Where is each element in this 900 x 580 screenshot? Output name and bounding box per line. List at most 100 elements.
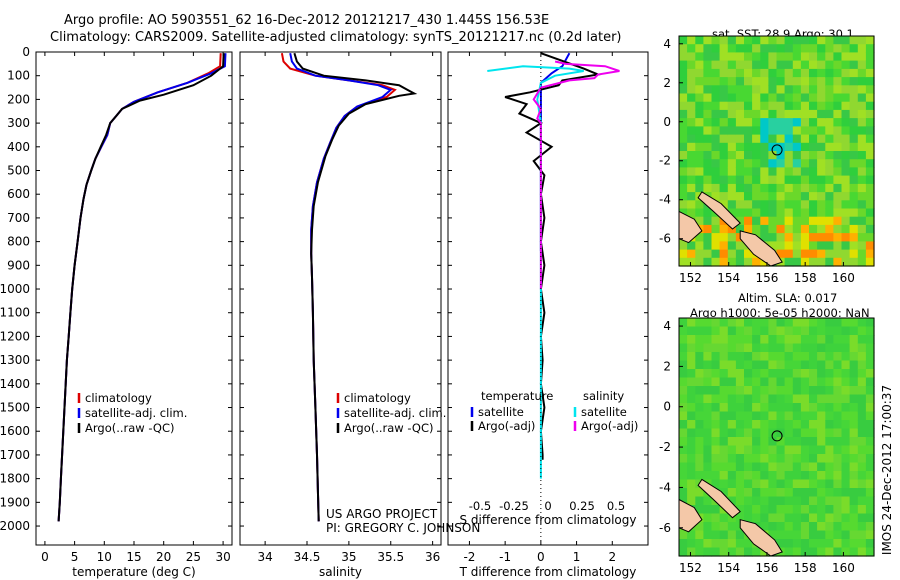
map-cell: [800, 175, 810, 185]
map-cell: [792, 68, 802, 78]
map-cell: [703, 167, 713, 177]
map-cell: [752, 118, 761, 127]
map-cell: [865, 411, 875, 421]
map-cell: [800, 522, 810, 532]
map-cell: [841, 505, 851, 515]
map-cell: [719, 318, 729, 328]
map-cell: [792, 530, 802, 540]
map-cell: [833, 547, 843, 557]
map-cell: [857, 175, 867, 185]
map-cell: [768, 233, 778, 242]
map-cell: [792, 360, 802, 370]
map-cell: [687, 142, 696, 152]
map-y-tick-label: 4: [663, 319, 671, 333]
map-cell: [711, 167, 721, 177]
map-cell: [744, 462, 753, 472]
map-cell: [719, 539, 729, 549]
map-cell: [865, 505, 875, 515]
map-cell: [735, 52, 745, 62]
map-cell: [865, 249, 875, 259]
map-cell: [865, 192, 875, 201]
map-cell: [841, 44, 851, 53]
map-cell: [711, 335, 721, 345]
map-cell: [760, 352, 769, 362]
map-cell: [865, 257, 875, 267]
map-cell: [744, 257, 753, 267]
map-cell: [695, 462, 704, 472]
map-cell: [695, 249, 704, 259]
map-cell: [776, 52, 786, 62]
x-tick-label-s-diff: 0.25: [569, 499, 595, 513]
map-cell: [727, 428, 737, 438]
map-cell: [768, 505, 778, 515]
map-cell: [857, 318, 867, 328]
map-cell: [695, 326, 704, 336]
map-cell: [841, 159, 851, 168]
map-cell: [719, 126, 729, 136]
map-cell: [752, 192, 761, 201]
map-cell: [825, 134, 834, 144]
map-cell: [695, 241, 704, 251]
map-cell: [800, 200, 810, 210]
map-cell: [776, 505, 786, 515]
map-cell: [744, 394, 753, 404]
map-cell: [735, 539, 745, 549]
map-x-tick-label: 158: [794, 271, 817, 285]
map-cell: [752, 547, 761, 557]
x-tick-label-salinity: 35: [341, 550, 356, 564]
map-cell: [817, 93, 826, 103]
map-cell: [679, 377, 688, 387]
map-cell: [735, 68, 745, 78]
map-cell: [760, 462, 769, 472]
map-cell: [711, 257, 721, 267]
map-cell: [679, 318, 688, 328]
map-cell: [784, 52, 794, 62]
map-cell: [727, 208, 737, 218]
map-cell: [727, 109, 737, 119]
map-cell: [679, 44, 688, 53]
map-cell: [800, 326, 810, 336]
map-cell: [687, 437, 696, 447]
map-cell: [809, 159, 818, 168]
map-cell: [735, 513, 745, 523]
map-cell: [817, 547, 826, 557]
map-cell: [679, 109, 688, 119]
map-cell: [744, 360, 753, 370]
map-cell: [703, 224, 713, 234]
map-cell: [703, 175, 713, 185]
map-cell: [784, 386, 794, 396]
map-cell: [865, 454, 875, 464]
map-cell: [849, 462, 859, 472]
map-cell: [784, 454, 794, 464]
map-cell: [776, 167, 786, 177]
map-cell: [760, 343, 769, 353]
map-cell: [752, 208, 761, 218]
map-cell: [825, 167, 834, 177]
map-cell: [833, 151, 843, 160]
map-cell: [760, 134, 769, 144]
map-cell: [768, 134, 778, 144]
map-cell: [792, 77, 802, 86]
map-cell: [833, 118, 843, 127]
map-cell: [711, 411, 721, 421]
map-cell: [784, 522, 794, 532]
map-cell: [711, 216, 721, 226]
map-cell: [841, 420, 851, 430]
map-cell: [849, 118, 859, 127]
series-line-temperature-1: [57, 53, 227, 522]
map-cell: [841, 36, 851, 45]
map-cell: [768, 530, 778, 540]
legend-sal-1-label: satellite-adj. clim.: [344, 406, 446, 420]
map-cell: [744, 85, 753, 95]
map-cell: [687, 335, 696, 345]
map-cell: [857, 60, 867, 70]
map-cell: [833, 200, 843, 210]
map-cell: [719, 513, 729, 523]
map-cell: [849, 386, 859, 396]
map-cell: [727, 471, 737, 481]
map-cell: [703, 352, 713, 362]
map-cell: [865, 233, 875, 242]
map-cell: [825, 471, 834, 481]
map-cell: [865, 159, 875, 168]
map-cell: [857, 343, 867, 353]
